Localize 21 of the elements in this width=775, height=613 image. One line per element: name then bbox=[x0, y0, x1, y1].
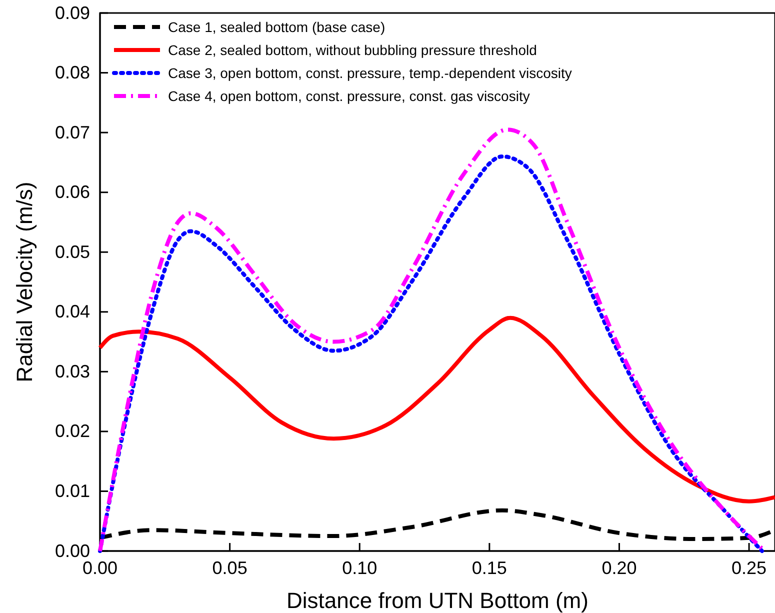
legend-label: Case 2, sealed bottom, without bubbling pressure threshold bbox=[168, 42, 537, 58]
line-series bbox=[98, 316, 775, 504]
y-tick-label: 0.01 bbox=[54, 480, 90, 501]
x-tick-label: 0.25 bbox=[732, 558, 767, 578]
x-tick-label: 0.10 bbox=[342, 558, 378, 578]
y-tick-label: 0.05 bbox=[54, 242, 90, 262]
y-tick-label: 0.08 bbox=[54, 62, 90, 83]
legend-label: Case 1, sealed bottom (base case) bbox=[168, 19, 386, 35]
y-tick-label: 0.09 bbox=[54, 2, 90, 23]
legend-label: Case 3, open bottom, const. pressure, temp.-dependent viscosity bbox=[168, 65, 572, 81]
y-tick-label: 0.07 bbox=[54, 122, 90, 142]
x-tick-label: 0.15 bbox=[472, 558, 507, 578]
y-tick-label: 0.02 bbox=[54, 421, 90, 442]
legend-label: Case 4, open bottom, const. pressure, const. gas viscosity bbox=[168, 88, 530, 104]
y-tick-label: 0.04 bbox=[54, 302, 90, 322]
x-tick-label: 0.20 bbox=[602, 558, 637, 578]
x-tick-label: 0.05 bbox=[212, 558, 248, 578]
y-tick-label: 0.03 bbox=[54, 361, 90, 382]
x-axis-title: Distance from UTN Bottom (m) bbox=[286, 588, 588, 613]
y-tick-label: 0.06 bbox=[54, 182, 90, 202]
y-axis-title: Radial Velocity (m/s) bbox=[12, 182, 37, 382]
